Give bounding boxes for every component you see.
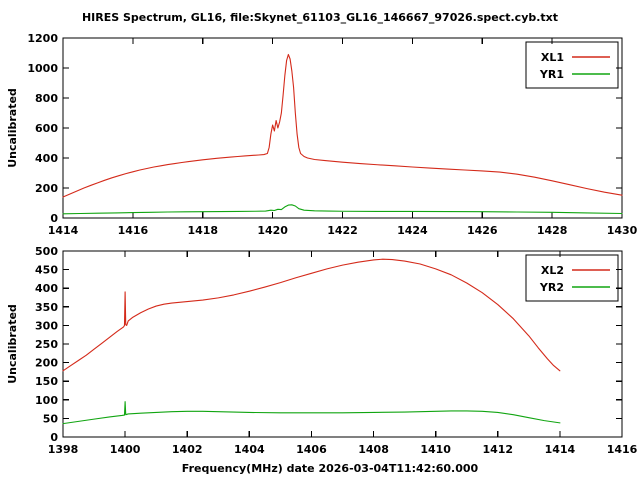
legend-label-xl2: XL2 [541, 264, 564, 277]
y-tick-label: 200 [35, 357, 58, 370]
x-tick-label: 1412 [482, 443, 513, 456]
x-tick-label: 1400 [110, 443, 141, 456]
y-axis-title: Uncalibrated [6, 304, 19, 384]
x-tick-label: 1406 [296, 443, 327, 456]
x-tick-label: 1426 [467, 224, 498, 237]
y-tick-label: 600 [35, 122, 58, 135]
y-tick-label: 0 [50, 212, 58, 225]
trace-xl2 [62, 258, 561, 372]
legend-label-yr2: YR2 [539, 281, 564, 294]
x-tick-label: 1398 [48, 443, 79, 456]
x-tick-label: 1422 [327, 224, 358, 237]
x-tick-label: 1414 [48, 224, 79, 237]
x-tick-label: 1410 [420, 443, 451, 456]
y-tick-label: 300 [35, 319, 58, 332]
trace-yr2 [62, 401, 561, 425]
y-tick-label: 1000 [27, 62, 58, 75]
legend-label-xl1: XL1 [541, 51, 564, 64]
x-tick-label: 1416 [607, 443, 638, 456]
panel-top: 0 200 400 600 800 1000 1200 1414 1416 1418 1420 142… [6, 32, 638, 237]
trace-yr1 [62, 204, 623, 215]
x-tick-label: 1418 [187, 224, 218, 237]
y-tick-label: 250 [35, 338, 58, 351]
y-tick-label: 0 [50, 431, 58, 444]
legend-label-yr1: YR1 [539, 68, 564, 81]
x-tick-label: 1424 [397, 224, 428, 237]
legend-box [525, 41, 619, 89]
x-tick-label: 1430 [607, 224, 638, 237]
y-tick-label: 450 [35, 264, 58, 277]
x-tick-label: 1402 [172, 443, 203, 456]
y-tick-label: 150 [35, 375, 58, 388]
x-tick-label: 1408 [358, 443, 389, 456]
x-axis-caption: Frequency(MHz) date 2026-03-04T11:42:60.… [182, 462, 479, 475]
y-axis-title: Uncalibrated [6, 88, 19, 168]
y-tick-label: 400 [35, 282, 58, 295]
y-tick-label: 100 [35, 394, 58, 407]
x-tick-label: 1416 [118, 224, 149, 237]
page-title: HIRES Spectrum, GL16, file:Skynet_61103_… [82, 11, 558, 24]
y-tick-label: 200 [35, 182, 58, 195]
trace-xl1 [62, 53, 623, 198]
y-tick-label: 400 [35, 152, 58, 165]
y-tick-label: 500 [35, 245, 58, 258]
x-tick-label: 1428 [537, 224, 568, 237]
x-tick-label: 1420 [257, 224, 288, 237]
y-tick-label: 1200 [27, 32, 58, 45]
x-tick-label: 1404 [234, 443, 265, 456]
x-tick-label: 1414 [545, 443, 576, 456]
y-tick-label: 50 [43, 412, 59, 425]
panel-bottom: 0 50 100 150 200 250 300 350 400 450 500 1398 1400 14… [6, 245, 638, 456]
legend-box [525, 254, 619, 302]
y-tick-label: 800 [35, 92, 58, 105]
y-tick-label: 350 [35, 301, 58, 314]
